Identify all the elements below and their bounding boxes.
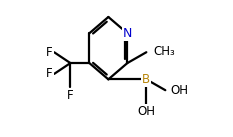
Text: F: F (46, 46, 53, 59)
Text: OH: OH (171, 84, 189, 97)
Text: OH: OH (137, 105, 155, 118)
Text: N: N (123, 27, 132, 40)
Text: F: F (46, 67, 53, 80)
Text: B: B (142, 73, 150, 86)
Text: F: F (67, 89, 74, 102)
Text: CH₃: CH₃ (153, 45, 175, 58)
